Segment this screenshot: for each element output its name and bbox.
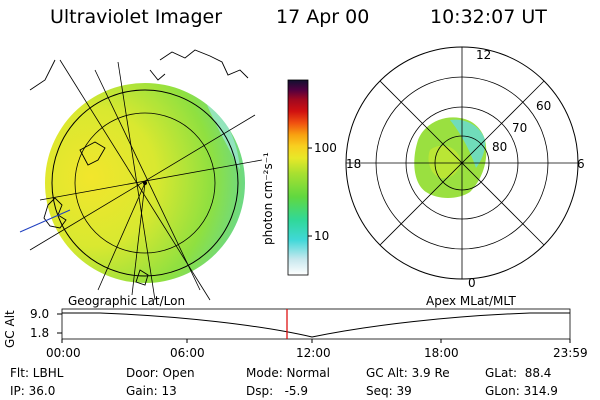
time-readout: 10:32:07 UT (430, 6, 547, 28)
mlt-label-12: 12 (476, 48, 492, 62)
timeline-ytick-low: 1.8 (30, 326, 50, 340)
geographic-map (19, 49, 263, 301)
seq-readout: Seq: 39 (366, 384, 412, 398)
gain-readout: Gain: 13 (126, 384, 177, 398)
colorbar-tick-100: 100 (314, 141, 337, 155)
timeline-ytick-high: 9.0 (30, 307, 50, 321)
door-readout: Door: Open (126, 366, 195, 380)
geographic-label: Geographic Lat/Lon (68, 294, 186, 308)
glat-readout: GLat: 88.4 (485, 366, 552, 380)
glon-readout: GLon: 314.9 (485, 384, 558, 398)
timeline-ylabel: GC Alt (3, 310, 17, 348)
timeline-xtick-1200: 12:00 (296, 346, 331, 360)
mlat-label-80: 80 (492, 140, 508, 154)
mode-readout: Mode: Normal (246, 366, 330, 380)
mlt-label-6: 6 (577, 157, 585, 171)
filter-readout: Flt: LBHL (10, 366, 64, 380)
mlt-label-0: 0 (468, 276, 476, 290)
mlat-label-60: 60 (536, 99, 552, 113)
altitude-timeline (57, 308, 571, 343)
colorbar-unit-label: photon cm⁻²s⁻¹ (261, 152, 275, 245)
apex-label: Apex MLat/MLT (426, 294, 516, 308)
mlt-label-18: 18 (346, 157, 362, 171)
timeline-xtick-1800: 18:00 (424, 346, 459, 360)
colorbar (287, 79, 312, 276)
ip-readout: IP: 36.0 (10, 384, 56, 398)
timeline-xtick-0600: 06:00 (170, 346, 205, 360)
mlat-label-70: 70 (512, 121, 528, 135)
app-title: Ultraviolet Imager (50, 6, 223, 28)
polar-plot (345, 46, 579, 280)
date-readout: 17 Apr 00 (276, 6, 370, 28)
gc-alt-readout: GC Alt: 3.9 Re (366, 366, 450, 380)
colorbar-tick-10: 10 (314, 229, 330, 243)
timeline-xtick-0000: 00:00 (46, 346, 81, 360)
timeline-xtick-2359: 23:59 (553, 346, 588, 360)
dsp-readout: Dsp: -5.9 (246, 384, 309, 398)
